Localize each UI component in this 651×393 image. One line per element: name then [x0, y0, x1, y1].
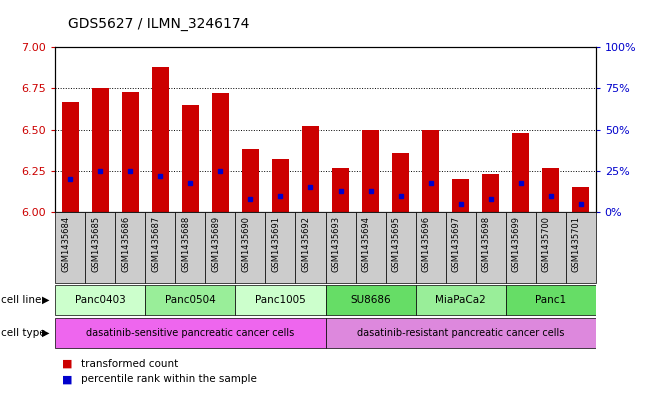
- Text: percentile rank within the sample: percentile rank within the sample: [81, 374, 257, 384]
- Text: Panc1: Panc1: [535, 295, 566, 305]
- Text: ■: ■: [62, 374, 72, 384]
- Text: GSM1435697: GSM1435697: [452, 216, 461, 272]
- Text: GSM1435699: GSM1435699: [512, 216, 521, 272]
- Text: GSM1435686: GSM1435686: [121, 216, 130, 272]
- Bar: [542, 168, 559, 212]
- Text: GSM1435696: GSM1435696: [422, 216, 430, 272]
- Text: GSM1435691: GSM1435691: [271, 216, 281, 272]
- Bar: [512, 133, 529, 212]
- Bar: [296, 212, 326, 283]
- Text: transformed count: transformed count: [81, 358, 178, 369]
- Text: ■: ■: [62, 358, 72, 369]
- Bar: [122, 92, 139, 212]
- Bar: [212, 94, 229, 212]
- Bar: [145, 212, 175, 283]
- Bar: [482, 174, 499, 212]
- Text: Panc0403: Panc0403: [75, 295, 126, 305]
- Text: GSM1435690: GSM1435690: [242, 216, 251, 272]
- Bar: [182, 105, 199, 212]
- Text: GSM1435687: GSM1435687: [152, 216, 160, 272]
- Text: GSM1435700: GSM1435700: [542, 216, 551, 272]
- Bar: [332, 168, 349, 212]
- Bar: [55, 212, 85, 283]
- Text: cell type: cell type: [1, 328, 46, 338]
- Text: cell line: cell line: [1, 295, 41, 305]
- Bar: [415, 212, 445, 283]
- Bar: [422, 130, 439, 212]
- Bar: [242, 149, 258, 212]
- Text: MiaPaCa2: MiaPaCa2: [436, 295, 486, 305]
- Text: ▶: ▶: [42, 295, 49, 305]
- Text: GSM1435693: GSM1435693: [331, 216, 340, 272]
- Bar: [506, 285, 596, 315]
- Bar: [385, 212, 415, 283]
- Bar: [272, 160, 289, 212]
- Bar: [326, 318, 596, 348]
- Text: GSM1435692: GSM1435692: [301, 216, 311, 272]
- Bar: [326, 212, 355, 283]
- Bar: [566, 212, 596, 283]
- Bar: [302, 127, 319, 212]
- Bar: [152, 67, 169, 212]
- Bar: [506, 212, 536, 283]
- Bar: [236, 212, 266, 283]
- Bar: [92, 88, 109, 212]
- Text: GSM1435685: GSM1435685: [91, 216, 100, 272]
- Bar: [175, 212, 206, 283]
- Bar: [115, 212, 145, 283]
- Bar: [393, 153, 409, 212]
- Text: dasatinib-resistant pancreatic cancer cells: dasatinib-resistant pancreatic cancer ce…: [357, 328, 564, 338]
- Bar: [55, 318, 325, 348]
- Bar: [362, 130, 379, 212]
- Text: ▶: ▶: [42, 328, 49, 338]
- Text: GSM1435689: GSM1435689: [212, 216, 221, 272]
- Text: Panc1005: Panc1005: [255, 295, 306, 305]
- Bar: [85, 212, 115, 283]
- Bar: [206, 212, 236, 283]
- Text: GSM1435694: GSM1435694: [361, 216, 370, 272]
- Text: dasatinib-sensitive pancreatic cancer cells: dasatinib-sensitive pancreatic cancer ce…: [87, 328, 294, 338]
- Bar: [326, 285, 415, 315]
- Bar: [62, 102, 79, 212]
- Text: GDS5627 / ILMN_3246174: GDS5627 / ILMN_3246174: [68, 17, 250, 31]
- Text: GSM1435688: GSM1435688: [182, 216, 191, 272]
- Text: GSM1435698: GSM1435698: [482, 216, 491, 272]
- Text: GSM1435695: GSM1435695: [391, 216, 400, 272]
- Text: GSM1435701: GSM1435701: [572, 216, 581, 272]
- Bar: [415, 285, 506, 315]
- Bar: [236, 285, 326, 315]
- Bar: [572, 187, 589, 212]
- Bar: [55, 285, 145, 315]
- Text: Panc0504: Panc0504: [165, 295, 215, 305]
- Bar: [266, 212, 296, 283]
- Text: GSM1435684: GSM1435684: [61, 216, 70, 272]
- Text: SU8686: SU8686: [350, 295, 391, 305]
- Bar: [536, 212, 566, 283]
- Bar: [145, 285, 236, 315]
- Bar: [452, 179, 469, 212]
- Bar: [476, 212, 506, 283]
- Bar: [445, 212, 476, 283]
- Bar: [355, 212, 385, 283]
